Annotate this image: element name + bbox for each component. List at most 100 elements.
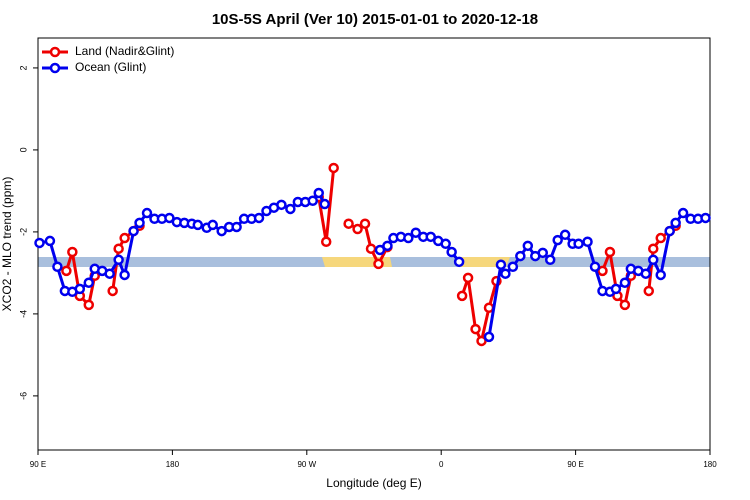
x-tick-label: 90 W (297, 460, 316, 469)
x-tick-label: 90 E (30, 460, 46, 469)
point (700, 212, 711, 224)
y-tick-label: 0 (18, 147, 28, 152)
y-tick-label: 2 (18, 65, 28, 70)
point (670, 217, 681, 229)
series (61, 162, 681, 347)
point (470, 323, 481, 335)
point (597, 265, 608, 277)
point (640, 268, 652, 279)
point (104, 268, 115, 279)
point (119, 269, 130, 281)
point (655, 269, 666, 281)
point (74, 283, 86, 295)
x-axis-label: Longitude (deg E) (326, 476, 421, 490)
point (285, 203, 296, 215)
point (34, 237, 45, 249)
point (113, 254, 124, 266)
point (134, 217, 145, 229)
point (113, 243, 124, 254)
point (507, 261, 519, 273)
point (359, 218, 371, 229)
point (610, 283, 622, 295)
point (677, 207, 689, 219)
point (483, 302, 495, 313)
point (440, 238, 451, 250)
point (483, 331, 495, 343)
point (231, 221, 242, 233)
y-tick-label: -2 (18, 228, 28, 236)
point (573, 238, 584, 250)
point (515, 250, 526, 262)
point (462, 272, 474, 284)
point (128, 225, 139, 237)
y-tick-label: -6 (18, 392, 28, 400)
point (253, 212, 265, 224)
point (352, 223, 363, 235)
point (320, 236, 332, 247)
series (34, 187, 711, 343)
point (192, 219, 204, 231)
point (343, 218, 354, 229)
point (619, 299, 631, 311)
point (164, 212, 175, 224)
point (664, 225, 675, 237)
x-tick-label: 180 (166, 460, 180, 469)
point (648, 254, 659, 266)
x-tick-label: 180 (703, 460, 717, 469)
legend: Land (Nadir&Glint) Ocean (Glint) (42, 44, 174, 74)
point (537, 247, 548, 259)
point (522, 240, 534, 252)
plot-frame (37, 37, 711, 451)
point (643, 285, 655, 297)
point (319, 198, 330, 210)
point (589, 261, 601, 273)
point (403, 232, 414, 244)
point (52, 261, 63, 273)
legend-label: Land (Nadir&Glint) (75, 44, 174, 58)
point (604, 246, 616, 258)
point (495, 259, 507, 270)
point (373, 258, 384, 270)
point (83, 299, 95, 311)
point (61, 265, 72, 277)
point (141, 207, 153, 219)
point (544, 254, 556, 266)
point (655, 232, 666, 244)
point (276, 199, 287, 211)
point (410, 227, 422, 238)
point (365, 243, 377, 254)
point (446, 246, 457, 258)
point (382, 240, 393, 252)
legend-label: Ocean (Glint) (75, 60, 146, 74)
chart-title: 10S-5S April (Ver 10) 2015-01-01 to 2020… (212, 11, 538, 28)
point (44, 235, 56, 247)
legend-swatch-point (49, 62, 61, 74)
point (425, 231, 436, 243)
point (619, 277, 631, 288)
y-tick-label: -4 (18, 310, 28, 318)
point (552, 234, 563, 246)
series-line (64, 167, 677, 346)
point (67, 246, 78, 258)
point (307, 195, 319, 207)
point (328, 162, 339, 174)
point (453, 256, 465, 268)
point (500, 268, 511, 279)
point (119, 232, 130, 244)
point (648, 243, 659, 254)
point (83, 277, 95, 288)
point (313, 187, 324, 199)
point (456, 290, 468, 302)
point (207, 219, 218, 231)
point (559, 229, 571, 241)
point (216, 225, 227, 237)
point (476, 335, 487, 347)
point (107, 285, 118, 297)
point (374, 244, 386, 256)
y-axis-label: XCO2 - MLO trend (ppm) (0, 177, 14, 312)
x-tick-label: 90 E (567, 460, 583, 469)
point (582, 236, 593, 247)
legend-swatch-point (49, 46, 61, 58)
x-tick-label: 0 (439, 460, 444, 469)
